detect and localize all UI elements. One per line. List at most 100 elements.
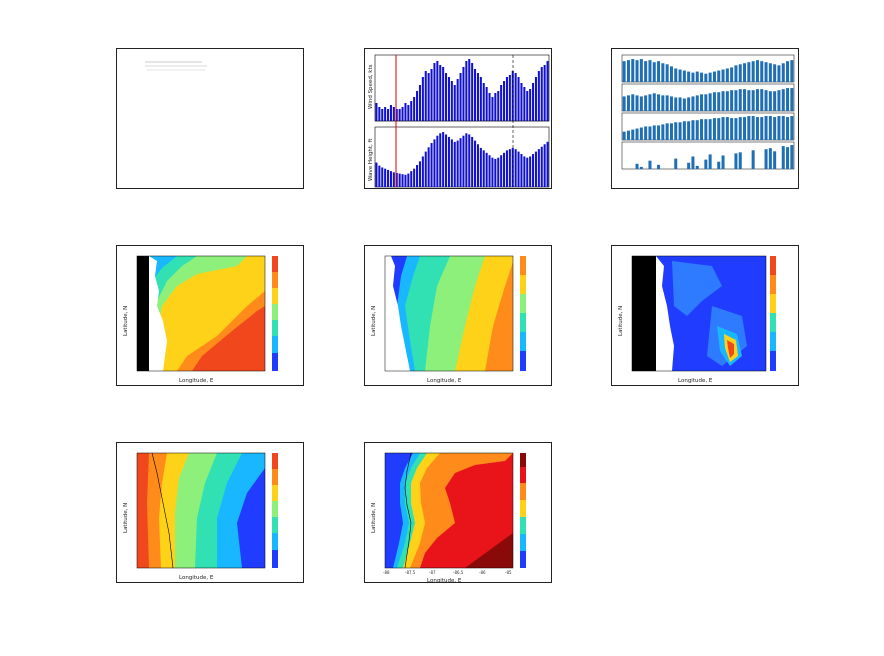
- bar: [652, 125, 656, 140]
- colorbar-segment: [272, 288, 278, 304]
- map-xlabel: Longitude, E: [427, 578, 462, 584]
- bar: [764, 90, 768, 111]
- bar: [674, 122, 678, 140]
- map-ylabel: Latitude, N: [618, 306, 624, 336]
- bar: [708, 72, 712, 83]
- bar: [734, 65, 738, 82]
- bar: [546, 61, 549, 121]
- wave-bars: [375, 132, 549, 187]
- bar: [462, 135, 465, 187]
- bar: [721, 117, 725, 140]
- bar: [508, 75, 511, 121]
- bar: [661, 124, 665, 141]
- x-tick-label: -86.5: [453, 570, 464, 575]
- x-tick-labels: -88 -87.5 -87 -86.5 -86 -85: [383, 570, 512, 575]
- bar: [392, 172, 395, 187]
- bar: [674, 158, 678, 169]
- bar: [523, 87, 526, 121]
- bar: [738, 64, 742, 82]
- bar: [453, 85, 456, 121]
- map-fill: [385, 256, 513, 371]
- bar: [532, 83, 535, 121]
- bar: [398, 109, 401, 121]
- bar: [639, 96, 643, 111]
- bar: [768, 116, 772, 140]
- bar: [413, 168, 416, 187]
- colorbar-segment: [272, 517, 278, 533]
- bar: [751, 61, 755, 82]
- bar: [751, 90, 755, 111]
- bar: [652, 93, 656, 111]
- map-axes: [384, 452, 514, 569]
- bar: [474, 140, 477, 187]
- bar: [387, 109, 390, 121]
- map-fill: [632, 256, 766, 371]
- bar: [430, 143, 433, 187]
- bar: [479, 147, 482, 187]
- bar: [462, 67, 465, 121]
- coastline: [385, 256, 410, 371]
- bar: [500, 155, 503, 187]
- bar: [497, 91, 500, 121]
- bar: [687, 162, 691, 169]
- bar: [520, 83, 523, 121]
- bar: [517, 151, 520, 187]
- map-axes: [136, 452, 266, 569]
- bar: [764, 62, 768, 82]
- bar: [721, 155, 725, 169]
- bar: [537, 149, 540, 187]
- bar: [751, 116, 755, 140]
- bar: [543, 144, 546, 187]
- bar: [674, 97, 678, 111]
- bar: [712, 118, 716, 141]
- bar: [687, 71, 691, 82]
- bar: [529, 156, 532, 187]
- map-xlabel: Longitude, E: [179, 378, 214, 384]
- bar: [410, 101, 413, 121]
- bar: [657, 94, 661, 111]
- bar: [635, 163, 639, 169]
- bar: [657, 61, 661, 82]
- figure-panel-map-2: Latitude, N Longitude, E: [364, 245, 552, 386]
- bar: [447, 77, 450, 121]
- bar: [738, 152, 742, 169]
- bar: [416, 91, 419, 121]
- map-fill: [385, 453, 513, 568]
- bar: [384, 168, 387, 187]
- colorbar-segment: [272, 256, 278, 272]
- bar: [514, 73, 517, 121]
- bar: [682, 70, 686, 82]
- colorbar-segment: [272, 501, 278, 517]
- colorbar-segment: [770, 351, 776, 371]
- colorbar-segment: [520, 313, 526, 332]
- bar: [674, 68, 678, 82]
- bar: [781, 146, 785, 169]
- bar: [747, 116, 751, 140]
- colorbar-segment: [272, 533, 278, 550]
- contour-map-4: Latitude, N Longitude, E: [123, 452, 278, 581]
- colorbar: [272, 256, 278, 371]
- bar: [725, 68, 729, 82]
- x-tick-label: -86: [479, 570, 486, 575]
- bar: [424, 71, 427, 121]
- bar: [500, 85, 503, 121]
- bar: [648, 160, 652, 169]
- wind-bars: [375, 59, 549, 121]
- bar: [768, 91, 772, 111]
- bar: [682, 98, 686, 111]
- map-ylabel: Latitude, N: [371, 503, 377, 533]
- bar: [401, 174, 404, 187]
- bar: [760, 117, 764, 140]
- bar: [657, 125, 661, 140]
- bar: [773, 91, 777, 111]
- bar: [691, 72, 695, 83]
- bar: [546, 141, 549, 187]
- bar: [665, 95, 669, 112]
- bar: [648, 126, 652, 140]
- bar: [631, 59, 635, 82]
- contour-map-2: Latitude, N Longitude, E: [371, 255, 526, 384]
- bar: [725, 117, 729, 140]
- bar: [635, 128, 639, 140]
- bar: [708, 93, 712, 111]
- bar: [389, 171, 392, 187]
